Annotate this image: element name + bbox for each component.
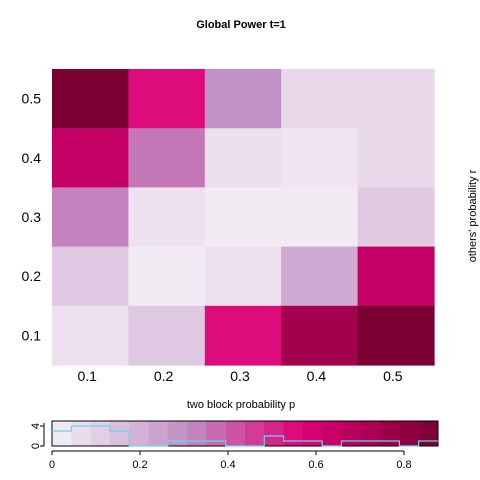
heatmap-cell bbox=[52, 305, 129, 366]
color-key-strip bbox=[341, 421, 362, 446]
color-key-strip bbox=[360, 421, 381, 446]
heatmap-cell bbox=[128, 305, 206, 366]
heatmap-cell bbox=[204, 69, 282, 129]
chart-title: Global Power t=1 bbox=[196, 19, 286, 31]
x-tick-labels: 0.1 0.2 0.3 0.4 0.5 bbox=[77, 368, 402, 384]
heatmap-cell bbox=[281, 305, 359, 366]
color-key-strip bbox=[380, 421, 400, 446]
color-key-strip bbox=[52, 421, 72, 446]
heatmap-cell bbox=[204, 305, 282, 366]
color-key-strip bbox=[322, 421, 342, 446]
heatmap-cell bbox=[204, 246, 282, 307]
heatmap-cells bbox=[52, 69, 435, 366]
x-tick-label: 0.5 bbox=[383, 368, 403, 384]
color-key-x-tick-label: 0.8 bbox=[396, 459, 411, 471]
y-tick-label: 0.4 bbox=[22, 150, 42, 166]
color-key-strip bbox=[187, 421, 207, 446]
y-tick-labels: 0.1 0.2 0.3 0.4 0.5 bbox=[22, 91, 42, 344]
color-key-y-ticks: 04 bbox=[30, 423, 44, 449]
color-key-strip bbox=[206, 421, 227, 446]
color-key-histogram bbox=[52, 425, 438, 447]
heatmap-cell bbox=[281, 69, 359, 129]
color-key-strip bbox=[129, 421, 149, 446]
x-tick-label: 0.1 bbox=[77, 368, 97, 384]
heatmap-cell bbox=[357, 69, 435, 129]
color-key-x-tick-label: 0 bbox=[49, 459, 55, 471]
color-key-x-ticks: 0 0.2 0.4 0.6 0.8 bbox=[49, 451, 412, 471]
color-key-strip bbox=[167, 421, 188, 446]
heatmap-cell bbox=[52, 128, 129, 188]
heatmap-cell bbox=[281, 128, 359, 188]
y-tick-label: 0.5 bbox=[22, 91, 42, 107]
color-key-strip bbox=[283, 421, 304, 446]
y-axis-label: others' probability r bbox=[467, 169, 479, 262]
x-tick-label: 0.4 bbox=[307, 368, 327, 384]
heatmap-cell bbox=[357, 305, 435, 366]
color-key-strip bbox=[90, 421, 111, 446]
color-key: 04 0 0.2 0.4 0.6 0.8 bbox=[30, 420, 439, 471]
heatmap-cell bbox=[204, 187, 282, 248]
color-key-x-tick-label: 0.4 bbox=[220, 459, 235, 471]
color-key-strip bbox=[109, 421, 130, 446]
color-key-y-tick-label: 0 bbox=[30, 443, 42, 449]
heatmap-cell bbox=[357, 246, 435, 307]
heatmap-cell bbox=[52, 69, 129, 129]
color-key-strip bbox=[71, 421, 92, 446]
y-tick-label: 0.1 bbox=[22, 327, 42, 343]
x-axis-label: two block probability p bbox=[187, 399, 295, 411]
color-key-x-tick-label: 0.6 bbox=[308, 459, 323, 471]
heatmap-cell bbox=[128, 187, 206, 248]
color-key-strip bbox=[399, 421, 420, 446]
color-key-strip bbox=[264, 421, 285, 446]
heatmap-cell bbox=[52, 187, 129, 248]
heatmap-cell bbox=[128, 128, 206, 188]
color-key-strip bbox=[245, 421, 265, 446]
heatmap-cell bbox=[52, 246, 129, 307]
x-tick-label: 0.3 bbox=[230, 368, 250, 384]
color-key-strips bbox=[52, 421, 439, 446]
heatmap-cell bbox=[204, 128, 282, 188]
x-tick-label: 0.2 bbox=[154, 368, 174, 384]
heatmap-cell bbox=[281, 246, 359, 307]
color-key-strip bbox=[302, 421, 323, 446]
heatmap-cell bbox=[128, 69, 206, 129]
y-tick-label: 0.3 bbox=[22, 209, 42, 225]
color-key-y-tick-label: 4 bbox=[30, 423, 42, 429]
heatmap-cell bbox=[281, 187, 359, 248]
y-tick-label: 0.2 bbox=[22, 268, 42, 284]
heatmap-cell bbox=[357, 128, 435, 188]
color-key-x-tick-label: 0.2 bbox=[132, 459, 147, 471]
color-key-strip bbox=[225, 421, 246, 446]
heatmap-cell bbox=[357, 187, 435, 248]
heatmap-cell bbox=[128, 246, 206, 307]
color-key-strip bbox=[148, 421, 169, 446]
color-key-strip bbox=[418, 421, 439, 446]
